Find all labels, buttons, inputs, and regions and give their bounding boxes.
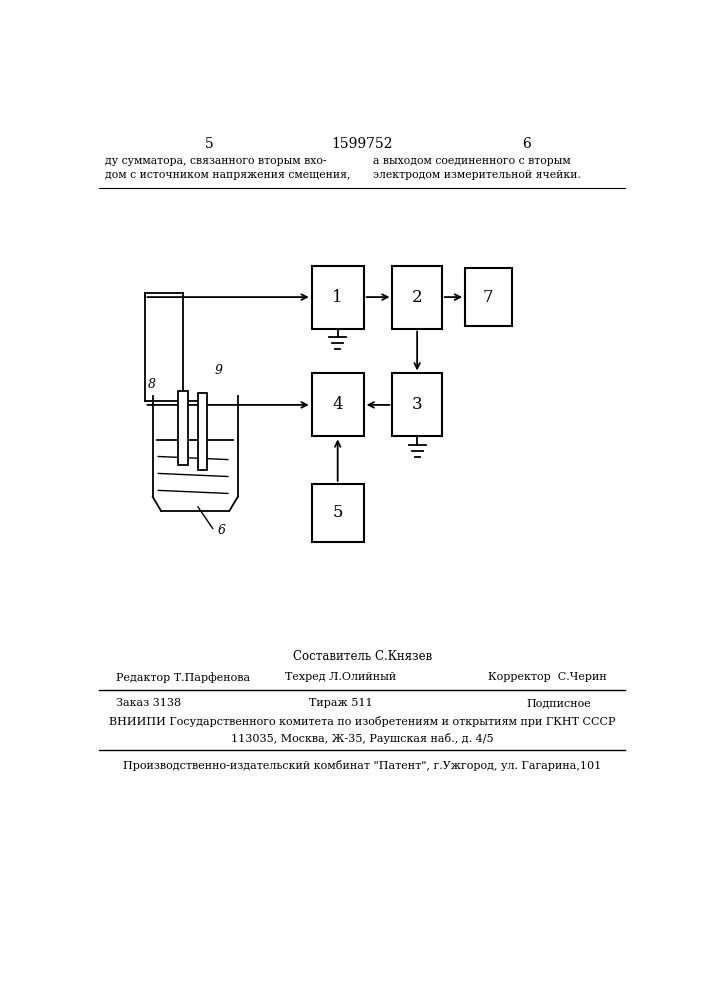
Text: 113035, Москва, Ж-35, Раушская наб., д. 4/5: 113035, Москва, Ж-35, Раушская наб., д. … xyxy=(231,733,493,744)
Text: 1: 1 xyxy=(332,289,343,306)
Bar xyxy=(198,393,206,470)
Text: 5: 5 xyxy=(204,137,214,151)
Bar xyxy=(392,266,442,329)
Text: 6: 6 xyxy=(217,524,225,537)
Bar xyxy=(312,266,363,329)
Text: Редактор Т.Парфенова: Редактор Т.Парфенова xyxy=(116,672,250,683)
Text: 4: 4 xyxy=(332,396,343,413)
Text: 8: 8 xyxy=(148,378,156,391)
Bar xyxy=(312,484,363,542)
Text: а выходом соединенного с вторым
электродом измерительной ячейки.: а выходом соединенного с вторым электрод… xyxy=(373,156,581,180)
Bar xyxy=(465,268,512,326)
Text: Составитель С.Князев: Составитель С.Князев xyxy=(293,650,432,663)
Text: 1599752: 1599752 xyxy=(332,137,393,151)
Text: 3: 3 xyxy=(411,396,423,413)
Text: 7: 7 xyxy=(483,289,493,306)
Bar xyxy=(312,373,363,436)
Bar xyxy=(392,373,442,436)
Text: ВНИИПИ Государственного комитета по изобретениям и открытиям при ГКНТ СССР: ВНИИПИ Государственного комитета по изоб… xyxy=(109,716,616,727)
Text: Подписное: Подписное xyxy=(527,698,592,708)
Text: 2: 2 xyxy=(411,289,423,306)
Text: Производственно-издательский комбинат "Патент", г.Ужгород, ул. Гагарина,101: Производственно-издательский комбинат "П… xyxy=(123,760,602,771)
Text: Корректор  С.Черин: Корректор С.Черин xyxy=(489,672,607,682)
Text: Тираж 511: Тираж 511 xyxy=(309,698,372,708)
Text: 9: 9 xyxy=(215,364,223,377)
Text: 6: 6 xyxy=(522,137,531,151)
Text: ду сумматора, связанного вторым вхо-
дом с источником напряжения смещения,: ду сумматора, связанного вторым вхо- дом… xyxy=(105,156,350,180)
Bar xyxy=(177,391,187,465)
Text: Заказ 3138: Заказ 3138 xyxy=(116,698,181,708)
Text: Техред Л.Олийный: Техред Л.Олийный xyxy=(285,672,396,682)
Text: 5: 5 xyxy=(332,504,343,521)
